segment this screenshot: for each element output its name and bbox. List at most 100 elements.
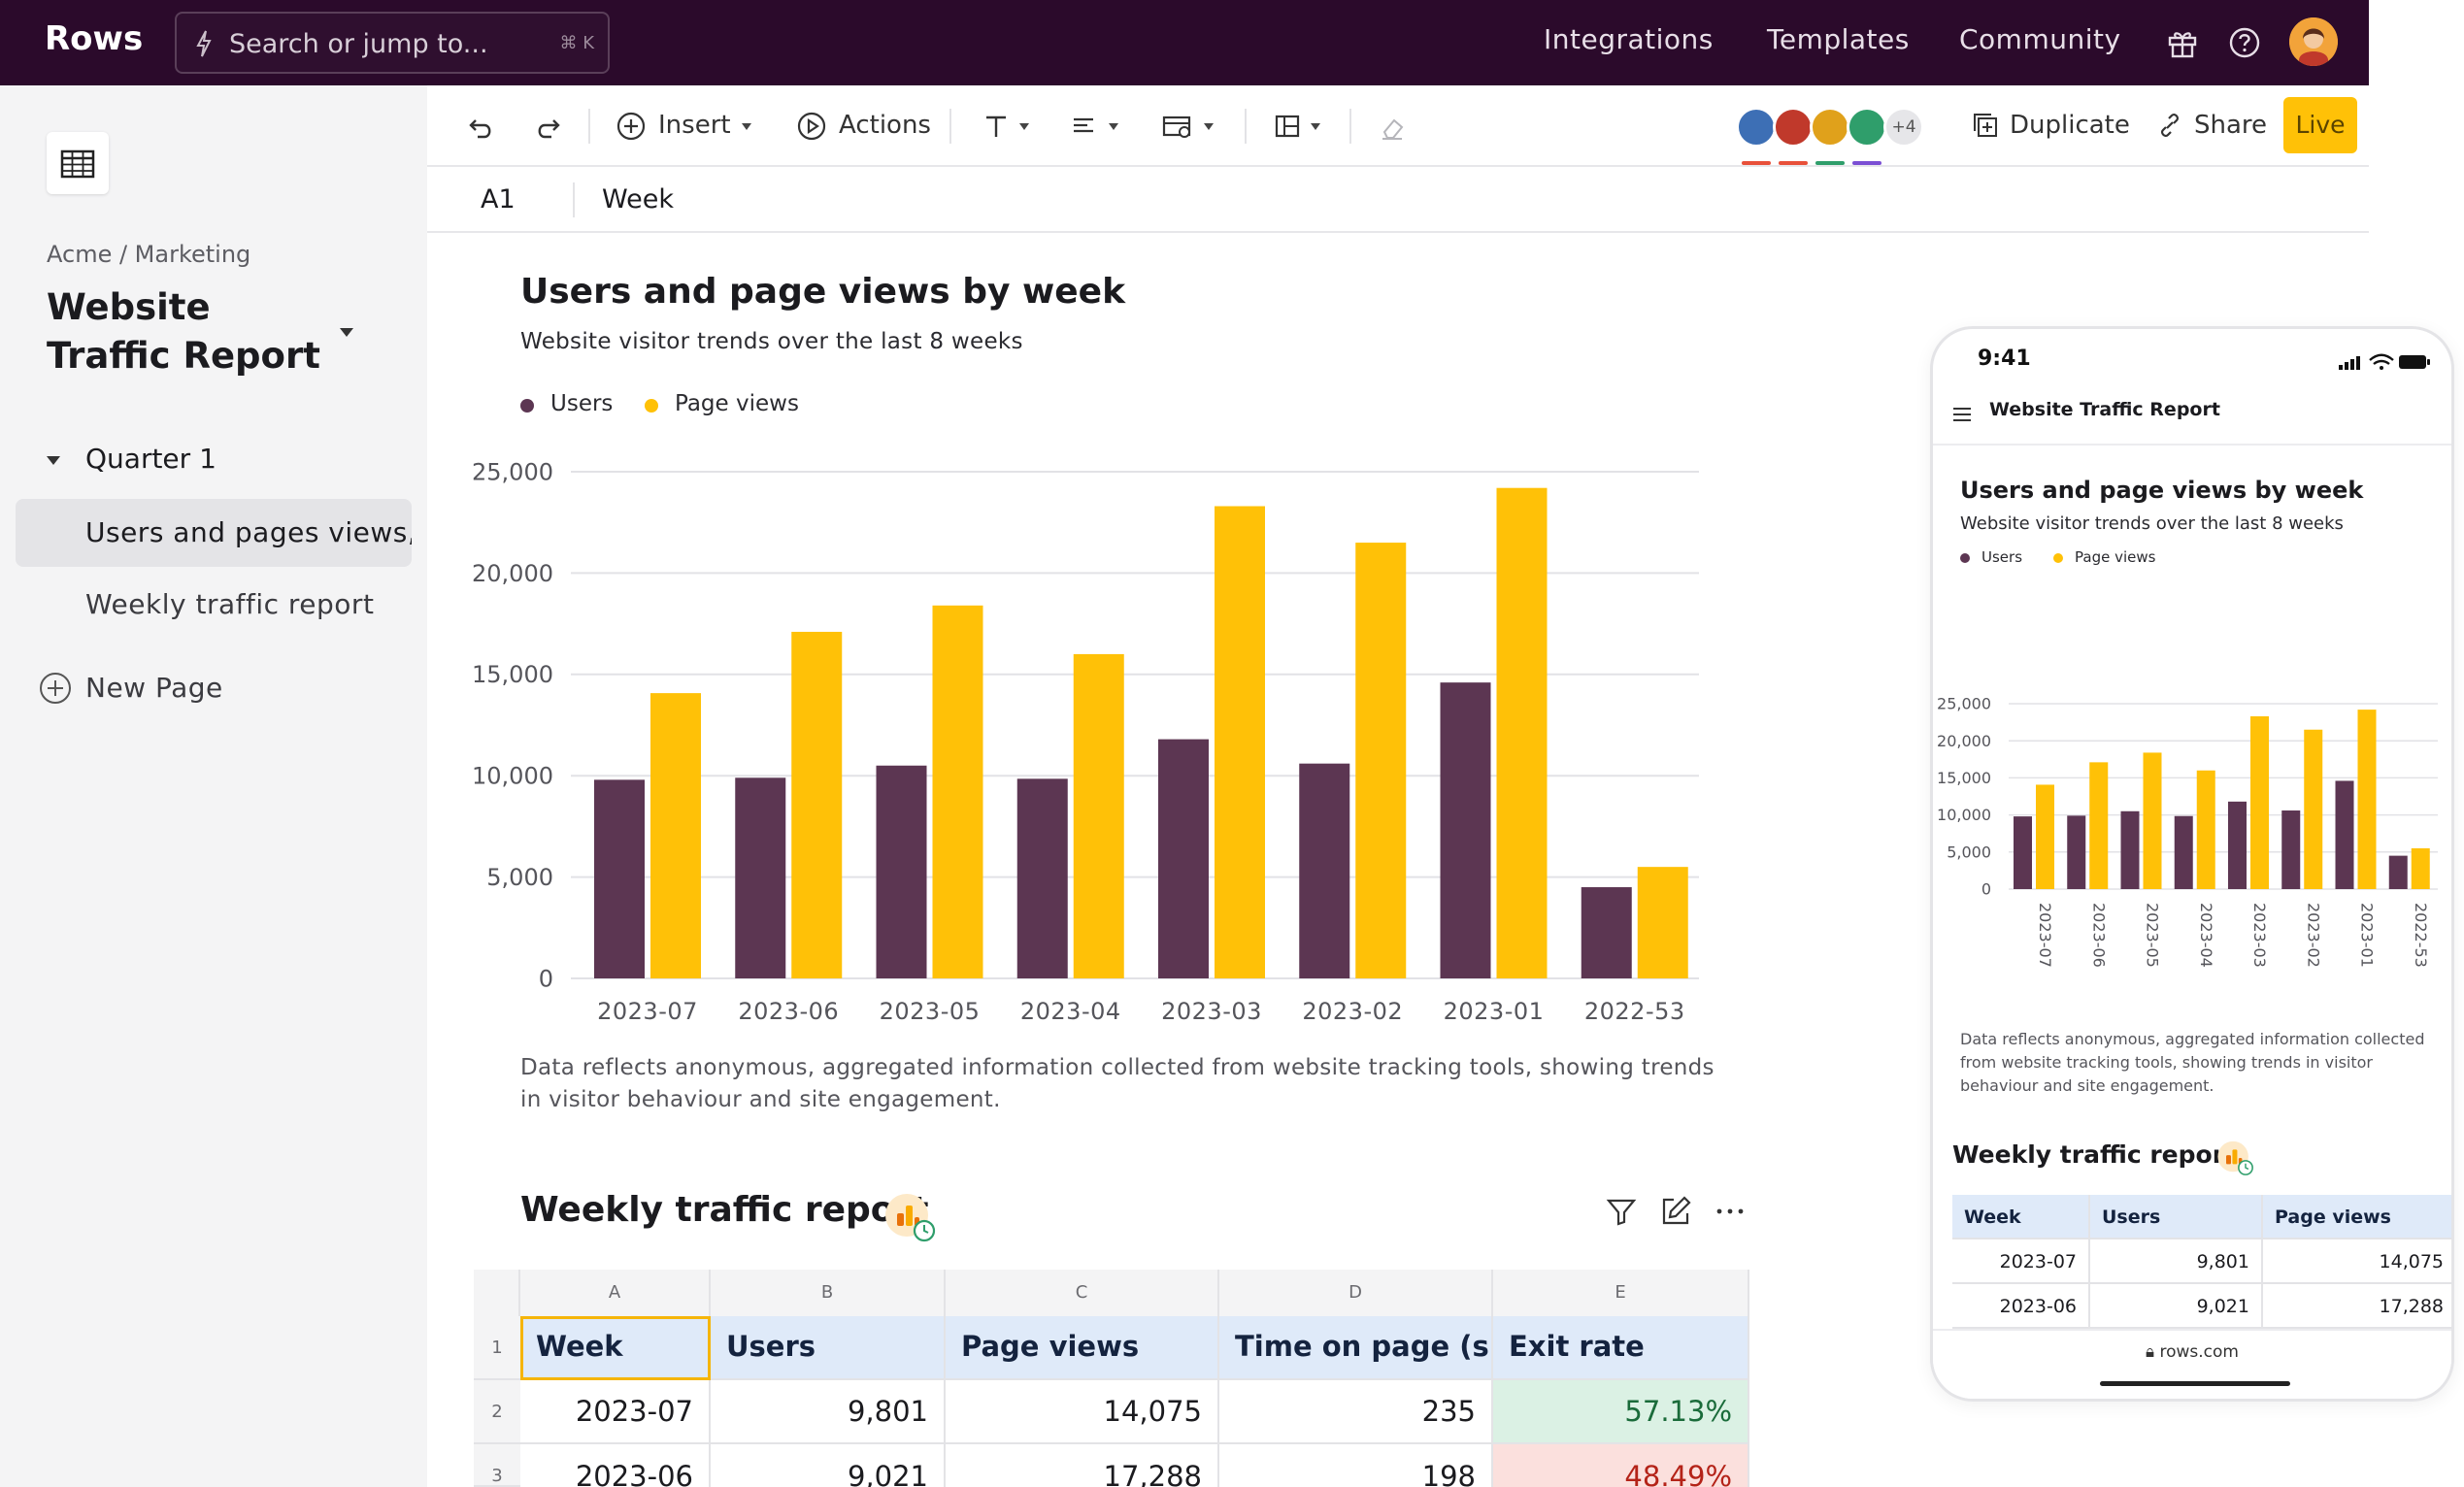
- table-cell[interactable]: 198: [1219, 1444, 1493, 1487]
- sidebar-page-users-and-page-views[interactable]: Users and pages views,.: [16, 499, 412, 567]
- bar-users: [1440, 682, 1491, 978]
- phone-table-cell[interactable]: 9,021: [2090, 1284, 2263, 1329]
- undo-icon[interactable]: [466, 113, 497, 144]
- row-number[interactable]: 1: [474, 1316, 520, 1380]
- table-header-cell[interactable]: Page views: [946, 1316, 1219, 1380]
- y-tick-label: 5,000: [486, 864, 553, 891]
- home-indicator: [2100, 1381, 2290, 1386]
- document-title[interactable]: Website Traffic Report: [47, 286, 320, 377]
- text-format-button[interactable]: [981, 107, 1039, 146]
- eraser-icon[interactable]: [1377, 113, 1408, 144]
- filter-icon[interactable]: [1604, 1194, 1639, 1229]
- phone-table-cell[interactable]: 9,801: [2090, 1239, 2263, 1284]
- sidebar-page-weekly-traffic-report[interactable]: Weekly traffic report: [85, 588, 375, 620]
- table-icon[interactable]: [47, 132, 109, 194]
- table-header-cell[interactable]: Users: [711, 1316, 946, 1380]
- table-cell[interactable]: 235: [1219, 1380, 1493, 1444]
- section-caret-icon[interactable]: [47, 456, 60, 465]
- phone-table-cell[interactable]: 2023-06: [1952, 1284, 2090, 1329]
- format-cells-icon: [1162, 116, 1191, 138]
- chevron-down-icon[interactable]: [340, 328, 353, 337]
- phone-table-cell[interactable]: 2023-07: [1952, 1239, 2090, 1284]
- duplicate-button[interactable]: Duplicate: [1971, 107, 2130, 146]
- row-number[interactable]: 2: [474, 1380, 520, 1444]
- bar-users: [2281, 810, 2301, 889]
- search-input[interactable]: [229, 25, 520, 62]
- actions-button[interactable]: Actions: [796, 107, 942, 146]
- bar-chart[interactable]: 0 5,000 10,000 15,000 20,000 25,000 2023-07 202…: [456, 437, 1718, 1039]
- layout-button[interactable]: [1272, 107, 1330, 146]
- insert-label: Insert: [658, 111, 731, 140]
- redo-icon[interactable]: [532, 113, 563, 144]
- x-tick-label: 2023-01: [2358, 903, 2377, 968]
- phone-chart-title: Users and page views by week: [1960, 477, 2364, 504]
- y-tick-label: 15,000: [472, 661, 553, 688]
- x-tick-label: 2023-03: [2250, 903, 2269, 968]
- bar-users: [876, 765, 927, 978]
- column-header-c[interactable]: C: [946, 1270, 1219, 1316]
- cell-reference[interactable]: A1: [481, 184, 516, 215]
- table-cell[interactable]: 57.13%: [1493, 1380, 1749, 1444]
- menu-icon[interactable]: [1952, 407, 1972, 422]
- analytics-icon[interactable]: [2216, 1139, 2255, 1177]
- text-icon: [986, 116, 1006, 137]
- phone-table-header[interactable]: Week: [1952, 1195, 2090, 1239]
- bar-page-views: [2036, 784, 2054, 889]
- cell-format-button[interactable]: [1161, 107, 1219, 146]
- table-cell[interactable]: 17,288: [946, 1444, 1219, 1487]
- bar-page-views: [2196, 770, 2215, 889]
- table-cell[interactable]: 48.49%: [1493, 1444, 1749, 1487]
- collaborator-avatar[interactable]: [1736, 107, 1777, 148]
- phone-table-header[interactable]: Page views: [2263, 1195, 2451, 1239]
- collaborator-indicator: [1815, 161, 1845, 165]
- column-header-a[interactable]: A: [520, 1270, 711, 1316]
- corner-cell[interactable]: [474, 1270, 520, 1316]
- more-options-icon[interactable]: [1713, 1194, 1748, 1229]
- phone-table-cell[interactable]: 17,288: [2263, 1284, 2451, 1329]
- table-cell[interactable]: 9,801: [711, 1380, 946, 1444]
- phone-table-header[interactable]: Users: [2090, 1195, 2263, 1239]
- phone-clock: 9:41: [1978, 347, 2031, 371]
- formula-input[interactable]: Week: [602, 184, 674, 215]
- breadcrumb[interactable]: Acme / Marketing: [47, 241, 251, 268]
- share-button[interactable]: Share: [2155, 107, 2272, 146]
- column-header-e[interactable]: E: [1493, 1270, 1749, 1316]
- analytics-icon[interactable]: [883, 1190, 938, 1244]
- bar-page-views: [932, 605, 983, 978]
- section-quarter-1[interactable]: Quarter 1: [85, 443, 216, 475]
- collaborator-avatar[interactable]: [1810, 107, 1850, 148]
- table-header-cell[interactable]: Exit rate: [1493, 1316, 1749, 1380]
- collaborator-avatar[interactable]: [1773, 107, 1814, 148]
- user-avatar[interactable]: [2289, 17, 2338, 66]
- bar-page-views: [2143, 752, 2162, 889]
- collaborator-indicator: [1742, 161, 1771, 165]
- gift-icon[interactable]: [2165, 25, 2200, 60]
- insert-button[interactable]: Insert: [616, 107, 761, 146]
- table-cell[interactable]: 14,075: [946, 1380, 1219, 1444]
- collaborators-more[interactable]: +4: [1883, 107, 1924, 148]
- table-cell[interactable]: 2023-06: [520, 1444, 711, 1487]
- phone-url[interactable]: 🔒︎ rows.com: [1933, 1342, 2451, 1362]
- column-header-d[interactable]: D: [1219, 1270, 1493, 1316]
- table-cell[interactable]: 9,021: [711, 1444, 946, 1487]
- search-box[interactable]: ⌘ K: [175, 12, 610, 74]
- column-header-b[interactable]: B: [711, 1270, 946, 1316]
- nav-templates[interactable]: Templates: [1767, 23, 1910, 55]
- align-button[interactable]: [1070, 107, 1128, 146]
- table-header-cell[interactable]: Week: [520, 1316, 711, 1380]
- edit-icon[interactable]: [1658, 1194, 1693, 1229]
- live-button[interactable]: Live: [2283, 97, 2357, 153]
- phone-table-cell[interactable]: 14,075: [2263, 1239, 2451, 1284]
- collaborator-avatar[interactable]: [1847, 107, 1887, 148]
- row-number[interactable]: 3: [474, 1444, 520, 1487]
- nav-integrations[interactable]: Integrations: [1544, 23, 1714, 55]
- toolbar: Insert Actions: [427, 85, 2369, 167]
- rows-logo[interactable]: Rows: [45, 19, 144, 58]
- phone-bar-chart[interactable]: 0 5,000 10,000 15,000 20,000 25,000 2023-07 202…: [1933, 591, 2454, 1018]
- x-tick-label: 2023-01: [1444, 998, 1545, 1025]
- table-cell[interactable]: 2023-07: [520, 1380, 711, 1444]
- help-icon[interactable]: [2227, 25, 2262, 60]
- table-header-cell[interactable]: Time on page (s): [1219, 1316, 1493, 1380]
- legend-label-users: Users: [550, 391, 614, 416]
- nav-community[interactable]: Community: [1959, 23, 2121, 55]
